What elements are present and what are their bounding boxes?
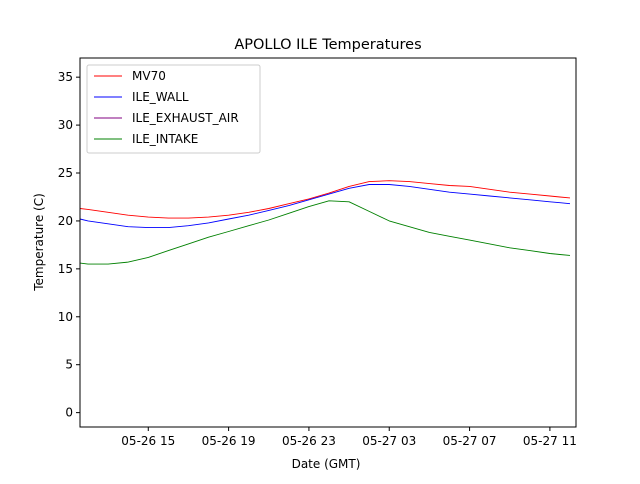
y-axis-label: Temperature (C) xyxy=(32,193,46,292)
legend-label-ile-wall: ILE_WALL xyxy=(132,90,189,104)
y-tick-label: 30 xyxy=(58,118,73,132)
y-tick-label: 20 xyxy=(58,214,73,228)
chart-title: APOLLO ILE Temperatures xyxy=(234,37,421,53)
y-tick-label: 10 xyxy=(58,310,73,324)
legend[interactable]: MV70 ILE_WALL ILE_EXHAUST_AIR ILE_INTAKE xyxy=(86,64,261,154)
legend-entries: MV70 ILE_WALL ILE_EXHAUST_AIR ILE_INTAKE xyxy=(94,69,239,146)
x-tick-label: 05-26 15 xyxy=(121,434,175,448)
y-axis: 0 5 10 15 20 25 30 35 xyxy=(58,70,80,420)
x-tick-label: 05-26 23 xyxy=(282,434,336,448)
y-tick-label: 35 xyxy=(58,70,73,84)
series-layer xyxy=(79,180,571,265)
x-tick-label: 05-26 19 xyxy=(202,434,256,448)
y-tick-label: 5 xyxy=(65,358,73,372)
x-tick-label: 05-27 11 xyxy=(523,434,577,448)
series-line-ile-wall xyxy=(79,184,571,229)
y-tick-label: 15 xyxy=(58,262,73,276)
y-tick-label: 25 xyxy=(58,166,73,180)
y-tick-label: 0 xyxy=(65,406,73,420)
legend-label-ile-exhaust-air: ILE_EXHAUST_AIR xyxy=(132,111,239,125)
series-line-mv70 xyxy=(79,180,571,219)
plot-area xyxy=(79,57,577,428)
x-tick-label: 05-27 03 xyxy=(362,434,416,448)
legend-label-ile-intake: ILE_INTAKE xyxy=(132,132,198,146)
series-line-ile-intake xyxy=(79,200,571,265)
plot-frame xyxy=(79,57,577,428)
x-tick-label: 05-27 07 xyxy=(443,434,497,448)
x-axis-label: Date (GMT) xyxy=(292,457,361,471)
legend-label-mv70: MV70 xyxy=(132,69,166,83)
x-axis: 05-26 15 05-26 19 05-26 23 05-27 03 05-27 07… xyxy=(121,427,577,448)
legend-box xyxy=(86,64,261,154)
